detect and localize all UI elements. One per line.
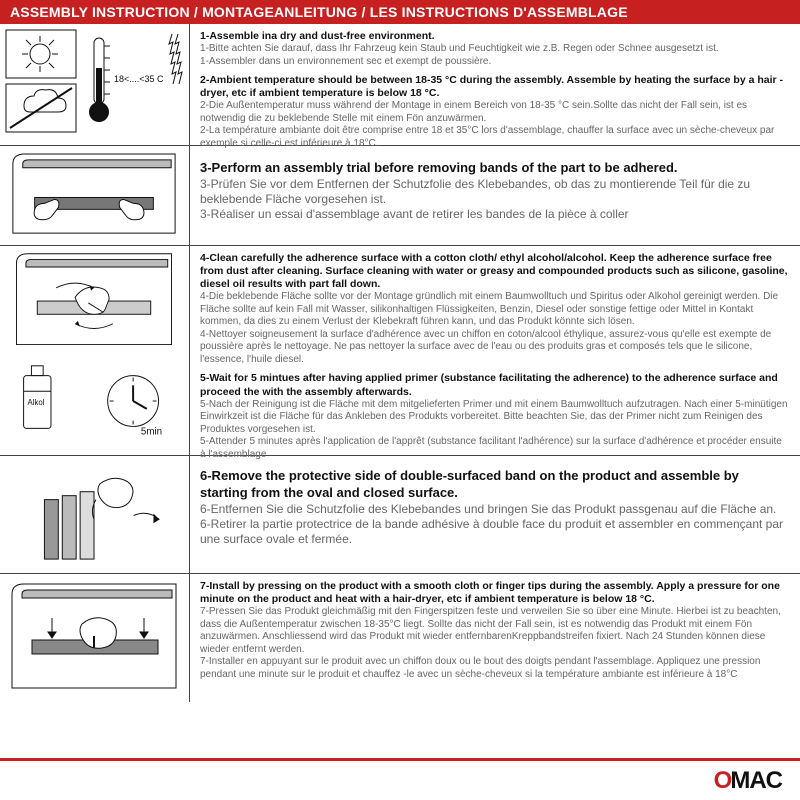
step7-en: 7-Install by pressing on the product wit… — [200, 580, 790, 606]
illustration-5 — [0, 574, 190, 702]
row-1: 18<....<35 C 1-Assemble ina dry and dust… — [0, 24, 800, 146]
step4-de: 4-Die beklebende Fläche sollte vor der M… — [200, 291, 790, 329]
step2-en: 2-Ambient temperature should be between … — [200, 74, 790, 100]
step2-de: 2-Die Außentemperatur muss während der M… — [200, 100, 790, 125]
press-install-diagram — [4, 578, 184, 698]
step1-fr: 1-Assembler dans un environnement sec et… — [200, 56, 790, 69]
row-3: Alkol 5min 4-Clean carefully the adheren… — [0, 246, 800, 456]
brand-logo: OMAC — [714, 767, 782, 795]
step4-fr: 4-Nettoyer soigneusement la surface d'ad… — [200, 329, 790, 367]
text-3: 4-Clean carefully the adherence surface … — [190, 246, 800, 455]
illustration-1: 18<....<35 C — [0, 24, 190, 145]
illustration-2 — [0, 146, 190, 245]
text-1: 1-Assemble ina dry and dust-free environ… — [190, 24, 800, 145]
row-5: 7-Install by pressing on the product wit… — [0, 574, 800, 702]
step1-de: 1-Bitte achten Sie darauf, dass Ihr Fahr… — [200, 43, 790, 56]
title-bar: ASSEMBLY INSTRUCTION / MONTAGEANLEITUNG … — [0, 0, 800, 24]
step5-en: 5-Wait for 5 mintues after having applie… — [200, 372, 790, 398]
clean-surface-diagram — [4, 250, 184, 354]
step5-de: 5-Nach der Reinigung ist die Fläche mit … — [200, 399, 790, 437]
primer-wait-diagram: Alkol 5min — [4, 358, 184, 446]
step3-en: 3-Perform an assembly trial before remov… — [200, 160, 790, 177]
row-2: 3-Perform an assembly trial before remov… — [0, 146, 800, 246]
temp-range-label: 18<....<35 C — [114, 74, 164, 84]
illustration-3: Alkol 5min — [0, 246, 190, 455]
step6-de: 6-Entfernen Sie die Schutzfolie des Kleb… — [200, 502, 790, 517]
step1-en: 1-Assemble ina dry and dust-free environ… — [200, 30, 790, 43]
env-temp-diagram: 18<....<35 C — [4, 28, 184, 138]
page-title: ASSEMBLY INSTRUCTION / MONTAGEANLEITUNG … — [10, 4, 628, 20]
illustration-4 — [0, 456, 190, 573]
logo-accent-char: O — [714, 767, 732, 795]
footer: OMAC — [0, 758, 800, 800]
step6-en: 6-Remove the protective side of double-s… — [200, 468, 790, 502]
row-4: 6-Remove the protective side of double-s… — [0, 456, 800, 574]
step6-fr: 6-Retirer la partie protectrice de la ba… — [200, 517, 790, 547]
logo-rest: MAC — [730, 767, 782, 795]
peel-tape-diagram — [4, 460, 184, 569]
text-4: 6-Remove the protective side of double-s… — [190, 456, 800, 573]
alkol-label: Alkol — [28, 398, 45, 407]
instruction-rows: 18<....<35 C 1-Assemble ina dry and dust… — [0, 24, 800, 758]
step7-fr: 7-Installer en appuyant sur le produit a… — [200, 656, 790, 681]
step3-fr: 3-Réaliser un essai d'assemblage avant d… — [200, 207, 790, 222]
step3-de: 3-Prüfen Sie vor dem Entfernen der Schut… — [200, 177, 790, 207]
timer-label: 5min — [141, 426, 162, 437]
step4-en: 4-Clean carefully the adherence surface … — [200, 252, 790, 291]
trial-fit-diagram — [4, 150, 184, 241]
step7-de: 7-Pressen Sie das Produkt gleichmäßig mi… — [200, 606, 790, 656]
instruction-sheet: ASSEMBLY INSTRUCTION / MONTAGEANLEITUNG … — [0, 0, 800, 800]
text-5: 7-Install by pressing on the product wit… — [190, 574, 800, 702]
text-2: 3-Perform an assembly trial before remov… — [190, 146, 800, 245]
